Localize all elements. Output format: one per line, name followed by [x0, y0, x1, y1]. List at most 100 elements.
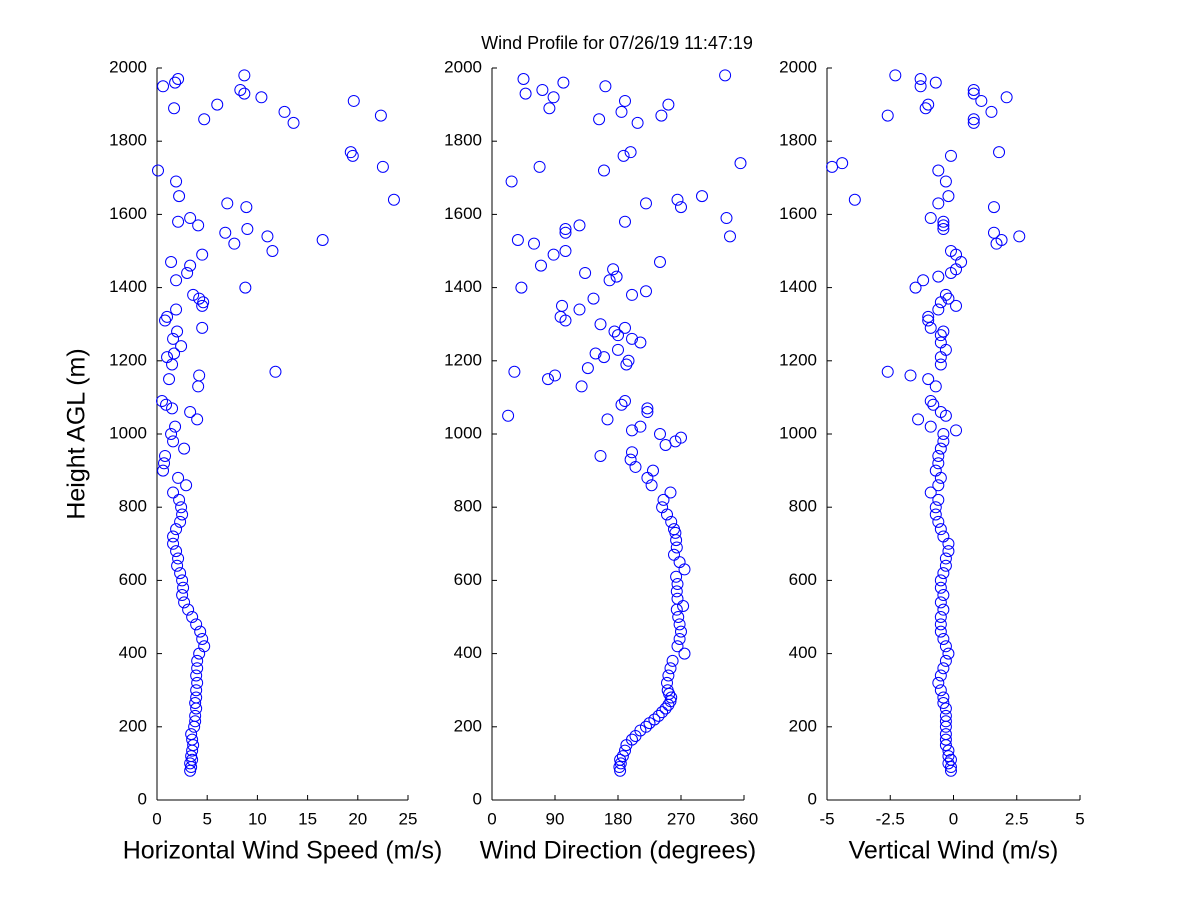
point	[543, 102, 556, 115]
point	[175, 340, 188, 353]
point	[944, 149, 957, 162]
point	[937, 325, 950, 338]
point	[944, 245, 957, 257]
x-tick-label: 270	[667, 809, 695, 828]
point	[934, 358, 947, 371]
point	[172, 215, 185, 228]
point	[967, 87, 980, 100]
point	[174, 515, 187, 528]
point	[190, 618, 203, 631]
point	[734, 157, 747, 170]
point	[170, 274, 183, 287]
point	[176, 589, 189, 602]
point	[189, 709, 202, 722]
point	[929, 380, 942, 393]
point	[664, 662, 677, 675]
point	[619, 395, 631, 408]
point	[193, 369, 206, 382]
point	[196, 321, 209, 334]
point	[937, 435, 950, 448]
x-tick-label: 0	[152, 809, 161, 828]
point	[158, 457, 171, 470]
point	[937, 215, 950, 228]
point	[190, 691, 203, 704]
point	[942, 545, 955, 558]
point	[184, 212, 197, 225]
point	[344, 146, 357, 159]
point	[197, 296, 210, 309]
point	[624, 146, 637, 159]
point	[186, 611, 199, 623]
point	[950, 299, 963, 312]
point	[612, 343, 624, 356]
y-tick-label: 2000	[444, 57, 482, 76]
point	[648, 713, 661, 726]
point	[171, 559, 184, 572]
point	[624, 453, 637, 466]
point	[508, 365, 521, 378]
point	[547, 91, 560, 104]
x-tick-label: 180	[604, 809, 632, 828]
point	[673, 618, 686, 631]
point	[184, 259, 197, 272]
point	[170, 545, 183, 558]
y-tick-label: 1200	[779, 350, 817, 369]
point	[939, 702, 952, 715]
x-tick-label: 20	[348, 809, 367, 828]
x-tick-label: -5	[819, 809, 834, 828]
point	[614, 757, 627, 770]
point	[724, 230, 736, 243]
point	[924, 420, 937, 433]
point	[198, 113, 211, 126]
point	[619, 215, 631, 228]
point	[932, 164, 945, 177]
point	[662, 98, 675, 111]
point	[975, 94, 988, 107]
point	[950, 424, 963, 437]
point	[620, 358, 633, 371]
point	[316, 234, 329, 247]
point	[238, 87, 251, 100]
point	[922, 314, 935, 327]
point	[515, 281, 528, 294]
point	[934, 669, 947, 682]
point	[593, 113, 606, 126]
point	[269, 365, 282, 378]
point	[185, 728, 198, 741]
point	[924, 395, 937, 408]
point	[937, 530, 950, 543]
y-tick-label: 1800	[444, 131, 482, 150]
point	[937, 603, 950, 616]
y-tick-label: 400	[454, 643, 482, 662]
point	[559, 245, 572, 257]
point	[934, 625, 947, 638]
y-tick-label: 200	[789, 716, 817, 735]
point	[615, 105, 628, 118]
x-tick-label: 5	[1075, 809, 1084, 828]
point	[942, 647, 955, 660]
point	[219, 226, 232, 239]
point	[547, 248, 560, 261]
point	[929, 464, 942, 477]
point	[937, 691, 950, 704]
point	[937, 632, 950, 645]
point	[668, 523, 680, 536]
point	[640, 720, 652, 733]
point	[266, 245, 279, 257]
point	[944, 761, 957, 774]
point	[234, 83, 247, 96]
point	[189, 715, 202, 728]
point	[645, 479, 658, 492]
point	[278, 105, 291, 118]
point	[573, 303, 586, 316]
point	[987, 201, 1000, 214]
point	[942, 744, 955, 757]
y-tick-label: 2000	[779, 57, 817, 76]
point	[889, 69, 902, 82]
point	[221, 197, 234, 210]
y-tick-label: 600	[119, 570, 147, 589]
point	[535, 259, 547, 272]
point	[719, 69, 732, 82]
point	[939, 728, 952, 741]
point	[374, 109, 387, 122]
